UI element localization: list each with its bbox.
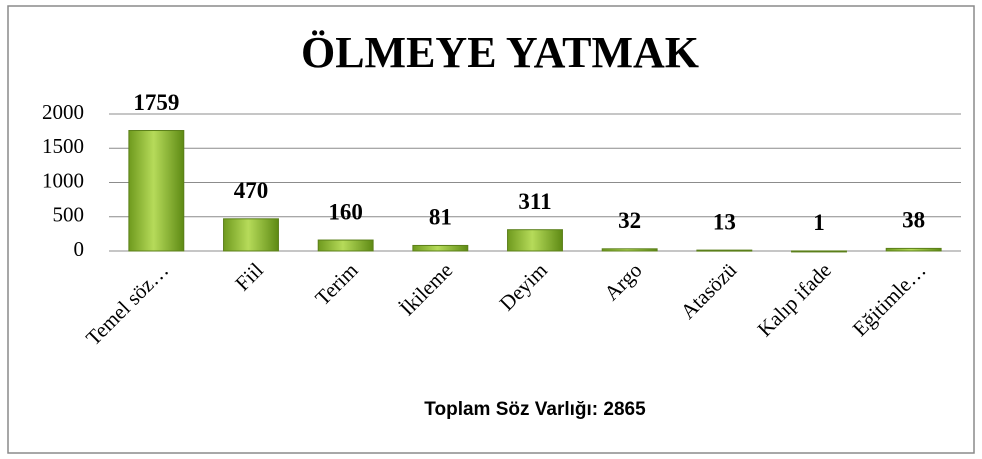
y-tick-label: 1000 bbox=[42, 168, 84, 192]
data-label: 81 bbox=[429, 205, 452, 230]
y-tick-label: 1500 bbox=[42, 134, 84, 158]
chart-title: ÖLMEYE YATMAK bbox=[301, 28, 699, 77]
bar bbox=[412, 244, 469, 252]
data-label: 38 bbox=[902, 208, 925, 233]
data-label: 160 bbox=[328, 199, 363, 224]
data-label: 1759 bbox=[133, 90, 179, 115]
data-label: 13 bbox=[713, 209, 736, 234]
y-tick-label: 500 bbox=[53, 203, 85, 227]
bar bbox=[128, 130, 185, 252]
bar bbox=[223, 218, 279, 252]
bar bbox=[317, 239, 374, 252]
data-label: 470 bbox=[234, 178, 269, 203]
x-axis-label: Toplam Söz Varlığı: 2865 bbox=[424, 399, 646, 420]
bar bbox=[507, 229, 563, 252]
bar bbox=[885, 247, 942, 252]
y-tick-label: 2000 bbox=[42, 100, 84, 124]
data-label: 32 bbox=[618, 208, 641, 233]
data-label: 311 bbox=[518, 189, 551, 214]
bar bbox=[696, 249, 753, 252]
bar bbox=[791, 250, 847, 253]
data-label: 1 bbox=[813, 210, 825, 235]
bar bbox=[601, 248, 658, 252]
y-tick-label: 0 bbox=[74, 237, 85, 261]
